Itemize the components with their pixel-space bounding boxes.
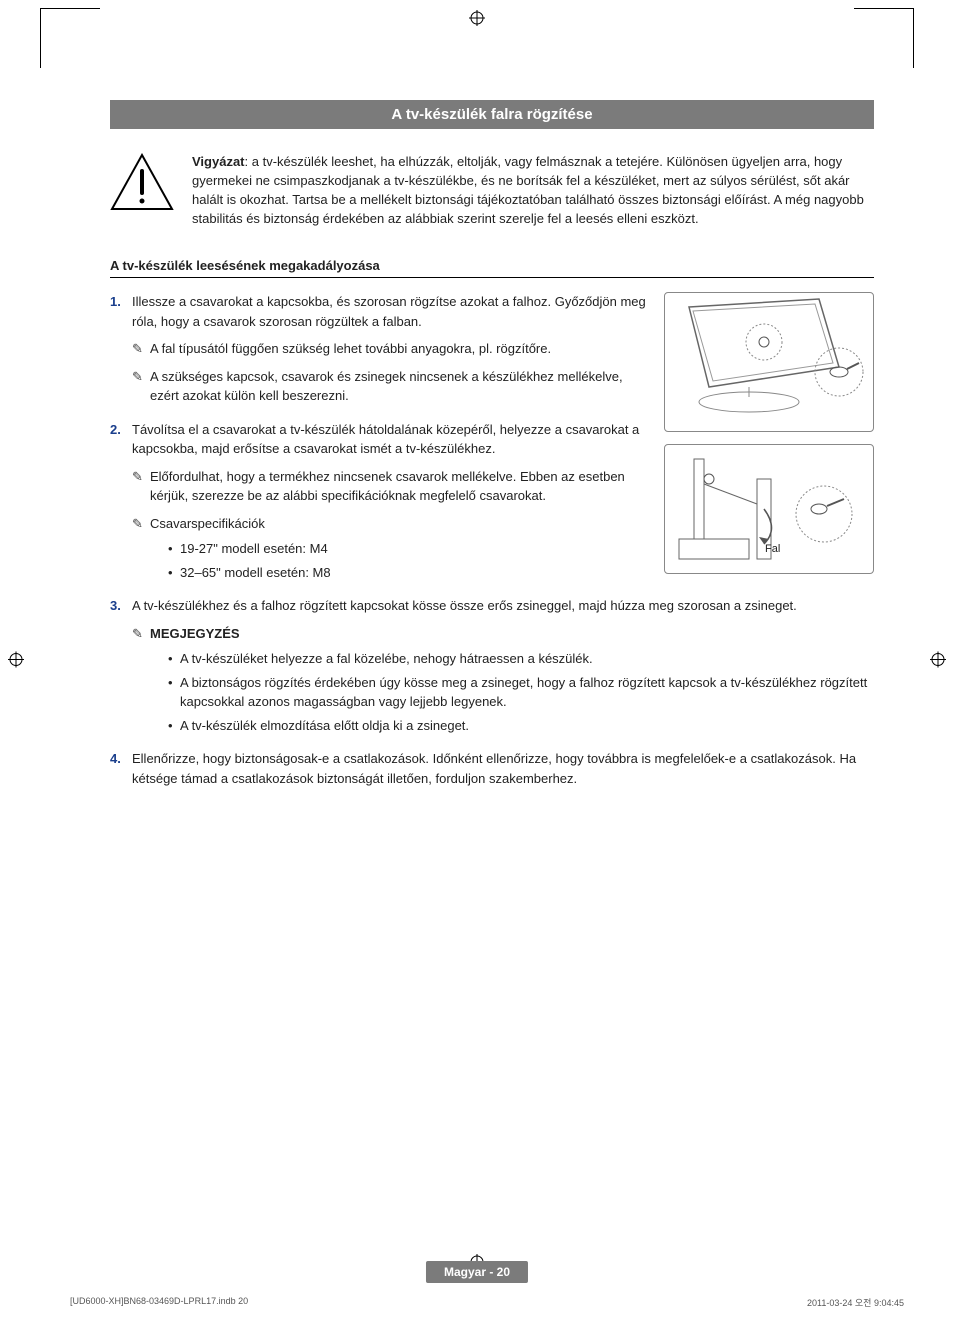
section-title: A tv-készülék falra rögzítése <box>110 100 874 129</box>
crop-mark <box>913 8 914 68</box>
note-item: Előfordulhat, hogy a termékhez nincsenek… <box>150 467 646 506</box>
diagram-tv-back <box>664 292 874 432</box>
note-item: Csavarspecifikációk 19-27" modell esetén… <box>150 514 646 583</box>
footer-filename: [UD6000-XH]BN68-03469D-LPRL17.indb 20 <box>70 1296 248 1309</box>
crop-mark <box>40 8 100 9</box>
crop-mark <box>854 8 914 9</box>
diagram-wall-anchor: Fal <box>664 444 874 574</box>
bullet-item: A biztonságos rögzítés érdekében úgy kös… <box>180 673 874 712</box>
warning-icon <box>110 153 174 211</box>
step-text: Távolítsa el a csavarokat a tv-készülék … <box>132 422 639 457</box>
step-text: Ellenőrizze, hogy biztonságosak-e a csat… <box>132 751 856 786</box>
wall-label: Fal <box>765 543 780 555</box>
note-heading-item: MEGJEGYZÉS A tv-készüléket helyezze a fa… <box>150 624 874 736</box>
step-text: Illessze a csavarokat a kapcsokba, és sz… <box>132 294 646 329</box>
step-number: 4. <box>110 749 121 769</box>
step-2: 2. Távolítsa el a csavarokat a tv-készül… <box>110 420 646 583</box>
footer-datetime: 2011-03-24 오전 9:04:45 <box>807 1296 904 1309</box>
step-number: 2. <box>110 420 121 440</box>
note-item: A szükséges kapcsok, csavarok és zsinege… <box>150 367 646 406</box>
step-text: A tv-készülékhez és a falhoz rögzített k… <box>132 598 797 613</box>
page-content: A tv-készülék falra rögzítése Vigyázat: … <box>110 100 874 1261</box>
note-heading: MEGJEGYZÉS <box>150 626 240 641</box>
registration-mark-right <box>930 651 946 670</box>
bullet-item: 19-27" modell esetén: M4 <box>180 539 646 559</box>
bullet-item: 32–65" modell esetén: M8 <box>180 563 646 583</box>
crop-mark <box>40 8 41 68</box>
bullet-item: A tv-készülék elmozdítása előtt oldja ki… <box>180 716 874 736</box>
step-1: 1. Illessze a csavarokat a kapcsokba, és… <box>110 292 646 406</box>
caution-body: : a tv-készülék leeshet, ha elhúzzák, el… <box>192 154 864 226</box>
page-number: Magyar - 20 <box>426 1261 528 1283</box>
registration-mark-top <box>469 10 485 29</box>
bullet-item: A tv-készüléket helyezze a fal közelébe,… <box>180 649 874 669</box>
note-item: A fal típusától függően szükség lehet to… <box>150 339 646 359</box>
subheading: A tv-készülék leesésének megakadályozása <box>110 258 874 278</box>
caution-label: Vigyázat <box>192 154 245 169</box>
step-4: 4. Ellenőrizze, hogy biztonságosak-e a c… <box>110 749 874 788</box>
caution-text: Vigyázat: a tv-készülék leeshet, ha elhú… <box>192 153 874 228</box>
steps-list-continued: 3. A tv-készülékhez és a falhoz rögzítet… <box>110 596 874 788</box>
step-number: 3. <box>110 596 121 616</box>
note-text: Csavarspecifikációk <box>150 516 265 531</box>
caution-box: Vigyázat: a tv-készülék leeshet, ha elhú… <box>110 153 874 228</box>
footer-row: [UD6000-XH]BN68-03469D-LPRL17.indb 20 20… <box>70 1296 904 1309</box>
step-3: 3. A tv-készülékhez és a falhoz rögzítet… <box>110 596 874 735</box>
registration-mark-left <box>8 651 24 670</box>
step-number: 1. <box>110 292 121 312</box>
steps-list: 1. Illessze a csavarokat a kapcsokba, és… <box>110 292 646 582</box>
